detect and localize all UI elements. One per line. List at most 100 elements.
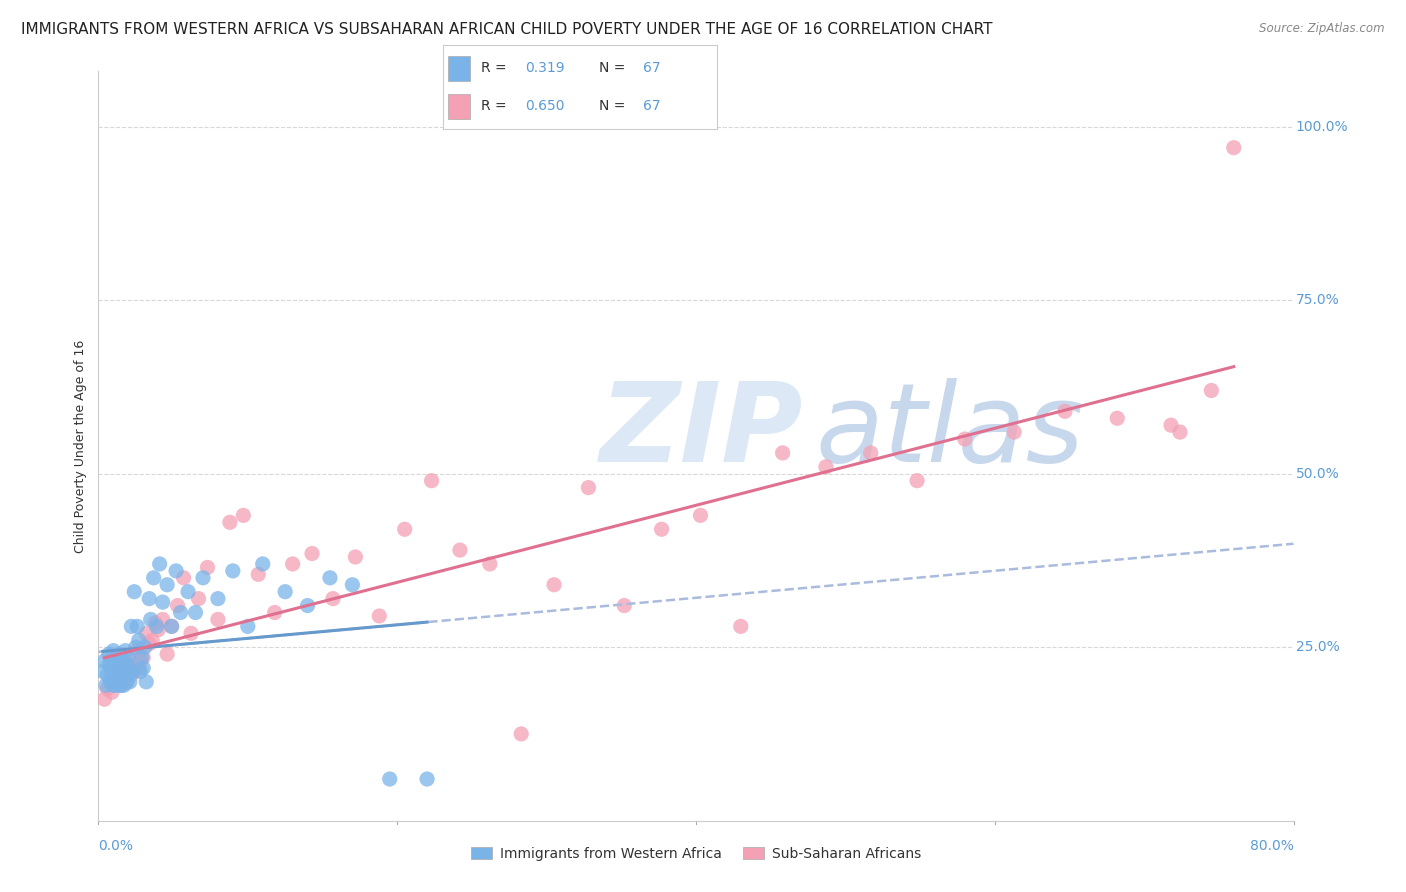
Point: [905, 474, 928, 488]
Point: [143, 615, 166, 630]
Point: [112, 654, 135, 668]
Point: [108, 647, 131, 661]
Text: 67: 67: [643, 100, 661, 113]
Point: [110, 668, 132, 682]
Point: [156, 578, 179, 592]
Point: [160, 619, 183, 633]
Point: [127, 619, 149, 633]
Text: 100.0%: 100.0%: [1296, 120, 1348, 134]
Point: [177, 584, 200, 599]
Point: [127, 643, 149, 657]
Text: 0.650: 0.650: [526, 100, 565, 113]
Point: [96, 668, 118, 682]
Text: 0.319: 0.319: [526, 62, 565, 75]
Point: [1053, 404, 1076, 418]
Point: [378, 772, 401, 786]
Point: [138, 591, 160, 606]
Point: [120, 668, 142, 682]
Point: [128, 661, 150, 675]
Point: [134, 640, 156, 655]
Point: [117, 657, 139, 672]
Point: [131, 650, 153, 665]
Text: 50.0%: 50.0%: [1296, 467, 1340, 481]
Point: [101, 685, 124, 699]
Point: [152, 612, 174, 626]
Point: [207, 591, 229, 606]
Point: [232, 508, 254, 523]
Point: [120, 661, 142, 675]
Point: [152, 595, 174, 609]
Point: [98, 674, 122, 689]
Point: [112, 672, 135, 686]
Point: [105, 650, 128, 665]
Text: N =: N =: [599, 62, 626, 75]
Point: [132, 661, 155, 675]
Text: 67: 67: [643, 62, 661, 75]
Point: [97, 657, 120, 672]
Text: Source: ZipAtlas.com: Source: ZipAtlas.com: [1260, 22, 1385, 36]
Point: [252, 557, 274, 571]
Point: [319, 571, 342, 585]
Point: [651, 522, 673, 536]
Point: [322, 591, 344, 606]
Point: [297, 599, 319, 613]
Point: [1002, 425, 1025, 439]
Point: [141, 633, 163, 648]
Point: [121, 654, 143, 668]
Point: [111, 661, 134, 675]
Point: [187, 591, 209, 606]
Point: [129, 654, 152, 668]
Text: R =: R =: [481, 100, 508, 113]
Point: [98, 674, 122, 689]
Text: N =: N =: [599, 100, 626, 113]
Point: [93, 654, 115, 668]
Point: [149, 557, 172, 571]
Text: 0.0%: 0.0%: [98, 839, 134, 854]
Text: R =: R =: [481, 62, 508, 75]
Point: [97, 647, 120, 661]
Y-axis label: Child Poverty Under the Age of 16: Child Poverty Under the Age of 16: [75, 339, 87, 553]
Point: [118, 674, 141, 689]
Point: [105, 672, 128, 686]
Point: [120, 619, 142, 633]
Point: [368, 609, 391, 624]
Point: [420, 474, 443, 488]
Point: [160, 619, 183, 633]
Point: [105, 678, 128, 692]
Point: [101, 654, 124, 668]
Point: [101, 665, 124, 679]
Text: 75.0%: 75.0%: [1296, 293, 1340, 308]
Point: [104, 672, 127, 686]
Point: [510, 727, 533, 741]
Point: [107, 674, 129, 689]
Point: [135, 674, 157, 689]
Point: [111, 661, 134, 675]
Point: [169, 606, 191, 620]
Point: [138, 637, 160, 651]
Point: [953, 432, 976, 446]
Point: [772, 446, 794, 460]
Point: [108, 657, 131, 672]
Point: [91, 665, 114, 679]
Point: [114, 665, 136, 679]
Point: [125, 640, 148, 655]
Point: [132, 650, 155, 665]
Point: [112, 678, 135, 692]
Point: [110, 678, 132, 692]
Point: [103, 643, 125, 657]
Point: [115, 674, 138, 689]
Point: [344, 549, 367, 564]
Point: [108, 665, 131, 679]
Point: [1107, 411, 1129, 425]
Text: IMMIGRANTS FROM WESTERN AFRICA VS SUBSAHARAN AFRICAN CHILD POVERTY UNDER THE AGE: IMMIGRANTS FROM WESTERN AFRICA VS SUBSAH…: [21, 22, 993, 37]
Point: [110, 678, 132, 692]
Point: [1160, 418, 1182, 433]
Point: [222, 564, 245, 578]
Point: [281, 557, 304, 571]
Point: [94, 678, 117, 692]
Point: [115, 657, 138, 672]
Point: [342, 578, 364, 592]
Point: [814, 459, 837, 474]
Point: [165, 564, 187, 578]
Point: [156, 647, 179, 661]
